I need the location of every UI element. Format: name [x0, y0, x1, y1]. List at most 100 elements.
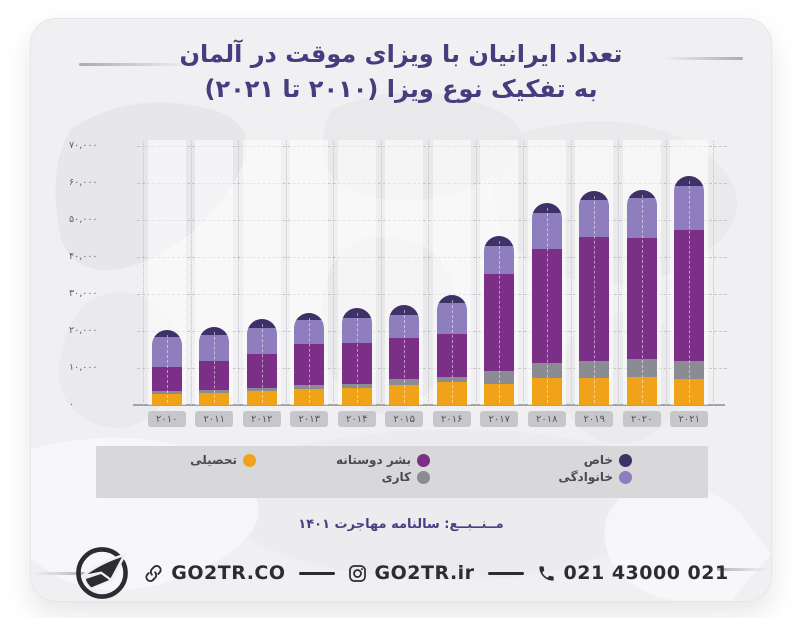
- y-axis-tick-label: ۳۰,۰۰۰: [69, 288, 98, 299]
- infographic-card: تعداد ایرانیان با ویزای موقت در آلمان به…: [30, 18, 772, 602]
- gridline: [137, 220, 727, 221]
- bar-segment-تحصیلی: [674, 379, 705, 405]
- stacked-bar-2021: [674, 175, 705, 405]
- page-title-line2: به تفکیک نوع ویزا (۲۰۱۰ تا ۲۰۲۱): [204, 75, 598, 103]
- y-axis-tick-label: ۴۰,۰۰۰: [69, 251, 98, 262]
- vertical-gridline: [333, 140, 334, 405]
- bar-segment-خاص: [294, 312, 325, 321]
- vertical-gridline: [475, 140, 477, 405]
- chart-legend: خاص خانوادگی بشر دوستانه کاری تحصیلی: [96, 446, 708, 498]
- stacked-bar-2013: [294, 312, 325, 405]
- x-axis-year-label: ۲۰۲۰: [622, 411, 661, 427]
- bar-segment-تحصیلی: [246, 390, 277, 405]
- legend-label-humanitarian: بشر دوستانه: [336, 453, 411, 467]
- footer-separator: [487, 571, 524, 575]
- bar-segment-تحصیلی: [436, 381, 467, 405]
- legend-dot-humanitarian-icon: [417, 453, 430, 467]
- x-axis-year-label: ۲۰۱۸: [527, 411, 566, 427]
- bar-segment-تحصیلی: [341, 387, 372, 405]
- bar-segment-خانوادگی: [436, 302, 467, 334]
- x-axis-year-label: ۲۰۱۱: [195, 411, 234, 427]
- legend-dot-work-icon: [417, 470, 430, 484]
- vertical-gridline: [570, 140, 572, 405]
- y-axis-tick-label: ۰: [69, 399, 75, 410]
- y-axis-tick-label: ۱۰,۰۰۰: [69, 362, 98, 373]
- footer-bar: GO2TR.CO GO2TR.ir 021 43000 021: [31, 545, 771, 601]
- vertical-gridline: [618, 140, 619, 405]
- bar-segment-خانوادگی: [484, 245, 515, 275]
- bar-segment-تحصیلی: [294, 388, 325, 405]
- vertical-gridline: [238, 140, 239, 405]
- page-title-line1: تعداد ایرانیان با ویزای موقت در آلمان: [179, 40, 623, 68]
- stacked-bar-2011: [199, 327, 230, 405]
- website-label: GO2TR.CO: [171, 562, 286, 584]
- bar-segment-خانوادگی: [626, 198, 657, 238]
- bar-segment-خاص: [151, 329, 182, 338]
- phone-label: 021 43000 021: [563, 562, 729, 584]
- bar-segment-بشر دوستانه: [436, 333, 467, 377]
- gridline: [137, 331, 727, 332]
- x-axis-year-label: ۲۰۱۷: [480, 411, 519, 427]
- stacked-bar-2017: [484, 235, 515, 405]
- vertical-gridline: [380, 140, 382, 405]
- bar-segment-بشر دوستانه: [484, 274, 515, 372]
- x-axis-year-label: ۲۰۱۹: [575, 411, 614, 427]
- stacked-bar-2018: [531, 203, 562, 405]
- bar-segment-کاری: [531, 363, 562, 379]
- link-icon: [144, 564, 163, 583]
- stacked-bar-2015: [389, 304, 420, 405]
- footer-decor-dash-left: [33, 572, 85, 575]
- bar-segment-تحصیلی: [579, 378, 610, 405]
- bar-segment-خانوادگی: [199, 335, 230, 362]
- x-axis-year-label: ۲۰۱۰: [147, 411, 186, 427]
- gridline: [137, 257, 727, 258]
- stacked-bar-2014: [341, 308, 372, 405]
- legend-item-family: خانوادگی: [558, 470, 632, 484]
- website-link[interactable]: GO2TR.CO: [144, 562, 285, 584]
- legend-group-right: خاص خانوادگی: [558, 453, 632, 484]
- legend-item-work: کاری: [382, 470, 430, 484]
- bar-segment-بشر دوستانه: [531, 248, 562, 364]
- stacked-bar-chart: ۰ ۱۰,۰۰۰ ۲۰,۰۰۰ ۳۰,۰۰۰ ۴۰,۰۰۰ ۵۰,۰۰۰ ۶۰,۰۰۰ ۷۰,…: [69, 140, 727, 427]
- gridline: [137, 183, 727, 184]
- title-decor-dash-left: [79, 63, 189, 66]
- vertical-gridline: [285, 140, 287, 405]
- bar-segment-بشر دوستانه: [341, 342, 372, 384]
- legend-label-educational: تحصیلی: [190, 453, 237, 467]
- instagram-icon: [348, 564, 367, 583]
- bar-segment-بشر دوستانه: [674, 230, 705, 361]
- source-note: مــنــبــع: سالنامه مهاجرت ۱۴۰۱: [298, 517, 504, 532]
- bar-segment-بشر دوستانه: [626, 237, 657, 360]
- stacked-bar-2016: [436, 294, 467, 405]
- legend-group-middle: بشر دوستانه کاری: [336, 453, 430, 484]
- x-axis-line: [133, 404, 725, 406]
- page-title: تعداد ایرانیان با ویزای موقت در آلمان به…: [31, 37, 771, 107]
- footer-separator: [298, 571, 335, 575]
- y-axis-tick-label: ۷۰,۰۰۰: [69, 140, 98, 151]
- y-axis-tick-label: ۵۰,۰۰۰: [69, 214, 98, 225]
- bar-segment-خانوادگی: [246, 328, 277, 355]
- bar-segment-خانوادگی: [579, 200, 610, 237]
- bar-segment-تحصیلی: [484, 383, 515, 405]
- vertical-gridline: [523, 140, 524, 405]
- x-axis-year-label: ۲۰۱۳: [290, 411, 329, 427]
- legend-label-special: خاص: [583, 453, 613, 467]
- bar-segment-تحصیلی: [531, 378, 562, 405]
- stacked-bar-2020: [626, 190, 657, 405]
- bar-segment-بشر دوستانه: [199, 361, 230, 390]
- y-axis-tick-label: ۶۰,۰۰۰: [69, 177, 98, 188]
- x-axis-year-label: ۲۰۱۲: [242, 411, 281, 427]
- x-axis-year-label: ۲۰۱۶: [432, 411, 471, 427]
- title-decor-dash-right: [663, 57, 743, 60]
- bar-segment-تحصیلی: [151, 393, 182, 405]
- instagram-link[interactable]: GO2TR.ir: [348, 562, 475, 584]
- phone-icon: [537, 564, 556, 583]
- phone-link[interactable]: 021 43000 021: [537, 562, 729, 584]
- bar-segment-تحصیلی: [199, 392, 230, 405]
- legend-dot-special-icon: [619, 453, 632, 467]
- gridline: [137, 368, 727, 369]
- bar-segment-بشر دوستانه: [151, 366, 182, 391]
- bar-segment-کاری: [626, 359, 657, 377]
- instagram-label: GO2TR.ir: [374, 562, 475, 584]
- vertical-gridline: [428, 140, 429, 405]
